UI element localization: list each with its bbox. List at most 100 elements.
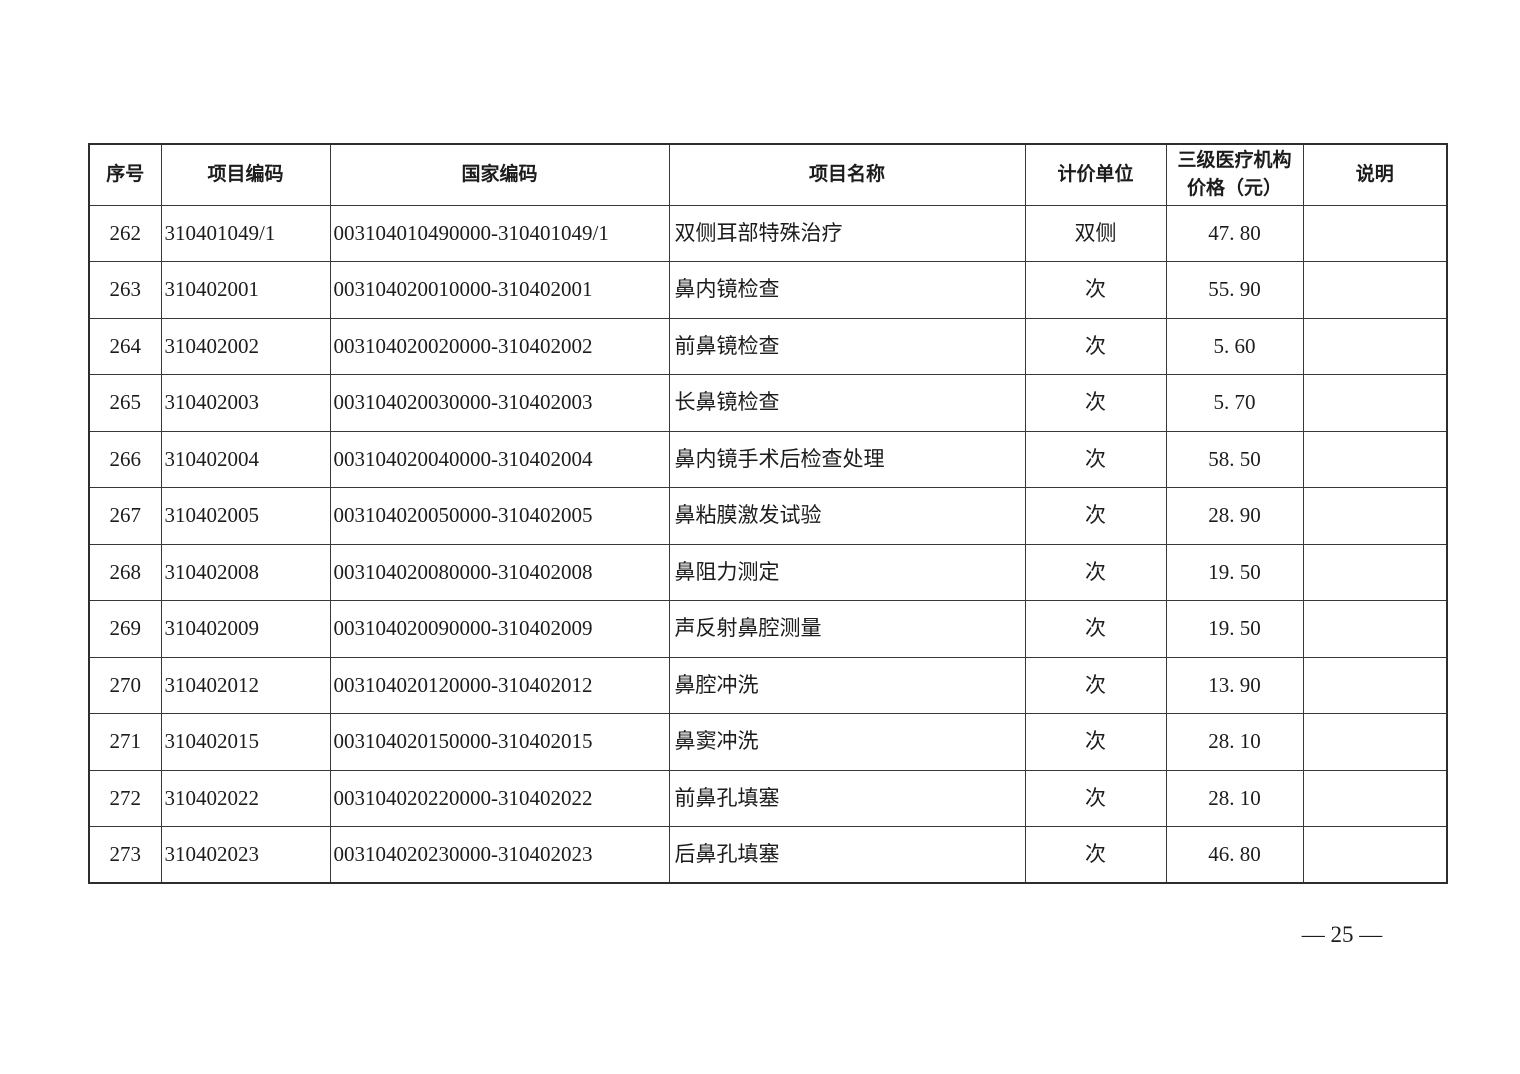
table-row: 268 310402008 003104020080000-310402008 鼻阻力… xyxy=(88,543,1448,601)
cell-name: 鼻内镜检查 xyxy=(668,261,1026,319)
cell-code: 310402001 xyxy=(160,261,331,319)
cell-note xyxy=(1302,374,1448,432)
cell-unit: 次 xyxy=(1024,261,1167,319)
cell-national_code: 003104020120000-310402012 xyxy=(329,656,670,714)
cell-note xyxy=(1302,543,1448,601)
cell-national_code: 003104020230000-310402023 xyxy=(329,826,670,884)
table-row: 269 310402009 003104020090000-310402009 声反射… xyxy=(88,600,1448,658)
cell-unit: 次 xyxy=(1024,317,1167,375)
cell-price: 19. 50 xyxy=(1165,600,1304,658)
cell-price: 19. 50 xyxy=(1165,543,1304,601)
cell-note xyxy=(1302,713,1448,771)
cell-seq: 263 xyxy=(88,261,162,319)
cell-note xyxy=(1302,317,1448,375)
col-header-unit: 计价单位 xyxy=(1024,143,1167,206)
cell-code: 310402015 xyxy=(160,713,331,771)
col-header-project-code: 项目编码 xyxy=(160,143,331,206)
col-header-project-name: 项目名称 xyxy=(668,143,1026,206)
cell-seq: 264 xyxy=(88,317,162,375)
cell-national_code: 003104020020000-310402002 xyxy=(329,317,670,375)
cell-price: 5. 60 xyxy=(1165,317,1304,375)
cell-seq: 266 xyxy=(88,430,162,488)
table-row: 270 310402012 003104020120000-310402012 鼻腔冲… xyxy=(88,656,1448,714)
cell-code: 310401049/1 xyxy=(160,204,331,262)
cell-code: 310402005 xyxy=(160,487,331,545)
cell-name: 鼻内镜手术后检查处理 xyxy=(668,430,1026,488)
cell-seq: 269 xyxy=(88,600,162,658)
cell-seq: 268 xyxy=(88,543,162,601)
cell-unit: 双侧 xyxy=(1024,204,1167,262)
cell-name: 鼻阻力测定 xyxy=(668,543,1026,601)
cell-seq: 267 xyxy=(88,487,162,545)
cell-note xyxy=(1302,487,1448,545)
table-row: 262 310401049/1 003104010490000-310401049/… xyxy=(88,204,1448,262)
cell-note xyxy=(1302,261,1448,319)
cell-national_code: 003104020080000-310402008 xyxy=(329,543,670,601)
cell-seq: 271 xyxy=(88,713,162,771)
col-header-price: 三级医疗机构价格（元） xyxy=(1165,143,1304,206)
table-row: 266 310402004 003104020040000-310402004 鼻内镜… xyxy=(88,430,1448,488)
table-row: 272 310402022 003104020220000-310402022 前鼻孔… xyxy=(88,769,1448,827)
cell-national_code: 003104020220000-310402022 xyxy=(329,769,670,827)
cell-seq: 272 xyxy=(88,769,162,827)
cell-national_code: 003104020010000-310402001 xyxy=(329,261,670,319)
table-row: 264 310402002 003104020020000-310402002 前鼻镜… xyxy=(88,317,1448,375)
cell-code: 310402004 xyxy=(160,430,331,488)
cell-code: 310402008 xyxy=(160,543,331,601)
col-header-national-code: 国家编码 xyxy=(329,143,670,206)
cell-note xyxy=(1302,656,1448,714)
cell-name: 声反射鼻腔测量 xyxy=(668,600,1026,658)
cell-price: 5. 70 xyxy=(1165,374,1304,432)
cell-code: 310402003 xyxy=(160,374,331,432)
cell-name: 前鼻镜检查 xyxy=(668,317,1026,375)
cell-unit: 次 xyxy=(1024,543,1167,601)
cell-unit: 次 xyxy=(1024,713,1167,771)
medical-price-table: 序号 项目编码 国家编码 项目名称 计价单位 三级医疗机构价格（元） 说明 26… xyxy=(88,143,1448,884)
cell-note xyxy=(1302,769,1448,827)
table-body: 262 310401049/1 003104010490000-310401049/… xyxy=(88,204,1448,884)
col-header-seq: 序号 xyxy=(88,143,162,206)
cell-national_code: 003104010490000-310401049/1 xyxy=(329,204,670,262)
cell-note xyxy=(1302,826,1448,884)
cell-price: 28. 10 xyxy=(1165,713,1304,771)
cell-seq: 270 xyxy=(88,656,162,714)
col-header-note: 说明 xyxy=(1302,143,1448,206)
cell-price: 13. 90 xyxy=(1165,656,1304,714)
cell-national_code: 003104020040000-310402004 xyxy=(329,430,670,488)
cell-unit: 次 xyxy=(1024,600,1167,658)
cell-price: 47. 80 xyxy=(1165,204,1304,262)
cell-unit: 次 xyxy=(1024,656,1167,714)
cell-national_code: 003104020050000-310402005 xyxy=(329,487,670,545)
cell-name: 鼻窦冲洗 xyxy=(668,713,1026,771)
table-row: 263 310402001 003104020010000-310402001 鼻内镜… xyxy=(88,261,1448,319)
cell-unit: 次 xyxy=(1024,430,1167,488)
cell-national_code: 003104020150000-310402015 xyxy=(329,713,670,771)
cell-name: 前鼻孔填塞 xyxy=(668,769,1026,827)
cell-price: 58. 50 xyxy=(1165,430,1304,488)
cell-price: 28. 10 xyxy=(1165,769,1304,827)
cell-code: 310402012 xyxy=(160,656,331,714)
table-row: 273 310402023 003104020230000-310402023 后鼻孔… xyxy=(88,826,1448,884)
page-number: — 25 — xyxy=(1301,922,1383,947)
cell-name: 双侧耳部特殊治疗 xyxy=(668,204,1026,262)
table-row: 271 310402015 003104020150000-310402015 鼻窦冲… xyxy=(88,713,1448,771)
cell-code: 310402022 xyxy=(160,769,331,827)
header-row: 序号 项目编码 国家编码 项目名称 计价单位 三级医疗机构价格（元） 说明 xyxy=(88,143,1448,206)
cell-code: 310402023 xyxy=(160,826,331,884)
cell-unit: 次 xyxy=(1024,826,1167,884)
table-row: 267 310402005 003104020050000-310402005 鼻粘膜… xyxy=(88,487,1448,545)
cell-unit: 次 xyxy=(1024,769,1167,827)
table-row: 265 310402003 003104020030000-310402003 长鼻镜… xyxy=(88,374,1448,432)
cell-name: 长鼻镜检查 xyxy=(668,374,1026,432)
cell-price: 28. 90 xyxy=(1165,487,1304,545)
cell-name: 鼻腔冲洗 xyxy=(668,656,1026,714)
cell-note xyxy=(1302,600,1448,658)
cell-code: 310402002 xyxy=(160,317,331,375)
cell-seq: 273 xyxy=(88,826,162,884)
cell-national_code: 003104020090000-310402009 xyxy=(329,600,670,658)
cell-unit: 次 xyxy=(1024,374,1167,432)
cell-note xyxy=(1302,430,1448,488)
cell-seq: 262 xyxy=(88,204,162,262)
table-header: 序号 项目编码 国家编码 项目名称 计价单位 三级医疗机构价格（元） 说明 xyxy=(88,143,1448,206)
